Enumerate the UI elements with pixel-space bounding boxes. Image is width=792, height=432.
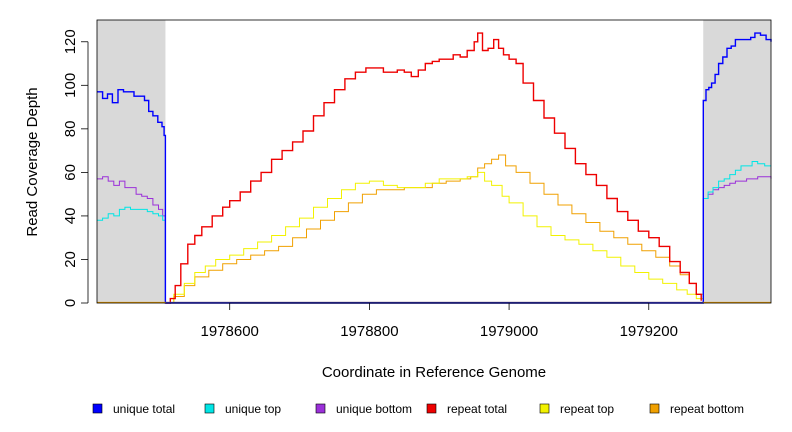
series-lines xyxy=(97,32,772,304)
legend-item-repeat-top: repeat top xyxy=(539,402,614,416)
legend-label: unique top xyxy=(225,402,281,416)
series-line-unique-top xyxy=(97,161,771,304)
y-tick-label: 120 xyxy=(62,29,79,54)
series-line-repeat-top xyxy=(165,171,704,304)
legend-swatch xyxy=(426,403,437,414)
legend-swatch xyxy=(649,403,660,414)
x-tick-label: 1978600 xyxy=(201,323,259,340)
series-line-repeat-total xyxy=(165,32,702,304)
legend-label: unique bottom xyxy=(336,402,412,416)
x-axis-title: Coordinate in Reference Genome xyxy=(322,364,546,381)
legend-swatch xyxy=(315,403,326,414)
legend-label: repeat bottom xyxy=(670,402,744,416)
y-tick-label: 60 xyxy=(62,164,79,181)
legend-label: repeat top xyxy=(560,402,614,416)
x-tick-label: 1979000 xyxy=(480,323,538,340)
legend-label: unique total xyxy=(113,402,175,416)
y-tick-label: 80 xyxy=(62,121,79,138)
legend-item-unique-total: unique total xyxy=(92,402,175,416)
x-tick-label: 1979200 xyxy=(620,323,678,340)
shaded-region-1 xyxy=(703,20,771,303)
y-tick-label: 100 xyxy=(62,73,79,98)
legend-item-repeat-bottom: repeat bottom xyxy=(649,402,744,416)
x-tick-label: 1978800 xyxy=(340,323,398,340)
shaded-regions xyxy=(97,20,771,303)
legend-label: repeat total xyxy=(447,402,507,416)
legend-item-repeat-total: repeat total xyxy=(426,402,507,416)
legend-swatch xyxy=(204,403,215,414)
y-axis: 0 20 40 60 80 100 120 xyxy=(62,29,89,307)
legend-swatch xyxy=(92,403,103,414)
series-line-repeat-bottom xyxy=(165,154,704,304)
shaded-region-0 xyxy=(97,20,166,303)
legend-swatch xyxy=(539,403,550,414)
y-tick-label: 40 xyxy=(62,208,79,225)
legend: unique total unique top unique bottom repea… xyxy=(92,402,744,416)
series-line-unique-bottom xyxy=(97,176,772,304)
legend-item-unique-top: unique top xyxy=(204,402,281,416)
x-axis: 1978600 1978800 1979000 1979200 xyxy=(201,302,678,340)
y-tick-label: 20 xyxy=(62,251,79,268)
legend-item-unique-bottom: unique bottom xyxy=(315,402,412,416)
y-axis-title: Read Coverage Depth xyxy=(24,87,41,236)
y-tick-label: 0 xyxy=(62,299,79,307)
